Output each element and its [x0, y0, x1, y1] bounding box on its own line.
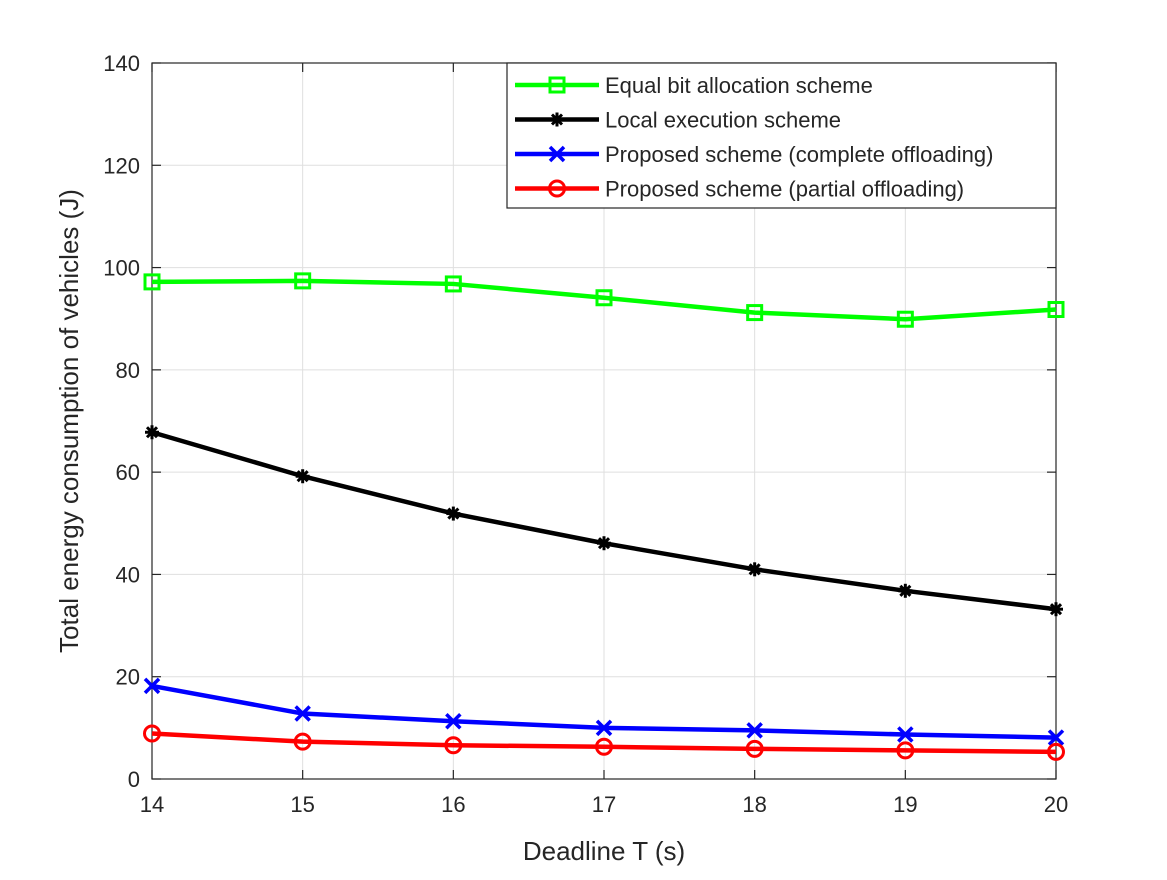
x-tick-label: 17	[592, 792, 616, 817]
data-point	[294, 705, 311, 722]
data-point	[446, 506, 461, 521]
y-tick-label: 140	[103, 51, 140, 76]
legend-item: Proposed scheme (complete offloading)	[515, 142, 993, 167]
marker-stroke	[897, 726, 914, 743]
data-point	[1047, 301, 1065, 319]
x-tick-label: 20	[1044, 792, 1068, 817]
data-point	[896, 310, 914, 328]
data-point	[445, 712, 462, 730]
legend-label: Equal bit allocation scheme	[605, 73, 873, 98]
legend-label: Proposed scheme (partial offloading)	[605, 177, 964, 202]
data-point	[143, 273, 161, 291]
legend-label: Local execution scheme	[605, 108, 841, 133]
legend-item: Equal bit allocation scheme	[515, 73, 873, 98]
legend-label: Proposed scheme (complete offloading)	[605, 142, 993, 167]
marker-stroke	[1047, 729, 1065, 746]
data-point	[745, 739, 764, 758]
marker-stroke	[447, 507, 460, 520]
marker-stroke	[548, 145, 566, 163]
data-point	[595, 289, 613, 307]
x-tick-label: 18	[742, 792, 766, 817]
legend-swatch-marker	[550, 112, 564, 127]
marker-stroke	[748, 563, 761, 576]
data-point	[747, 562, 762, 577]
marker-stroke	[445, 712, 462, 730]
y-tick-label: 60	[116, 460, 140, 485]
data-point	[1047, 742, 1065, 761]
marker-stroke	[899, 584, 912, 597]
series-3	[143, 724, 1065, 761]
marker-stroke	[550, 113, 564, 126]
data-point	[143, 724, 161, 743]
data-point	[295, 469, 310, 484]
y-tick-label: 0	[128, 767, 140, 792]
data-point	[294, 272, 312, 290]
data-point	[896, 741, 915, 760]
axis-labels: Deadline T (s) Total energy consumption …	[54, 189, 685, 866]
legend-item: Local execution scheme	[515, 108, 841, 133]
data-point	[1049, 602, 1063, 617]
data-point	[1047, 729, 1065, 746]
data-point	[597, 536, 611, 551]
series-2	[143, 677, 1065, 746]
legend-swatch-marker	[548, 179, 566, 198]
marker-stroke	[595, 719, 613, 737]
x-axis-title: Deadline T (s)	[523, 836, 685, 866]
legend-item: Proposed scheme (partial offloading)	[515, 177, 964, 202]
marker-stroke	[1049, 603, 1063, 616]
axes: 14 15 16 17 18 19 20 0 20 40 60 80 100 120 140	[103, 51, 1068, 817]
marker-stroke	[143, 677, 161, 695]
y-tick-label: 20	[116, 665, 140, 690]
series	[143, 272, 1065, 761]
series-1	[145, 425, 1063, 617]
marker-stroke	[597, 537, 611, 550]
data-point	[595, 719, 613, 737]
data-point	[746, 304, 764, 322]
data-point	[444, 275, 462, 293]
x-tick-label: 19	[893, 792, 917, 817]
marker-stroke	[746, 722, 763, 739]
marker-stroke	[145, 426, 159, 439]
legend: Equal bit allocation scheme Local executi…	[506, 62, 1057, 209]
data-point	[897, 726, 914, 743]
legend-swatch-marker	[548, 145, 566, 163]
marker-stroke	[294, 705, 311, 722]
y-tick-label: 100	[103, 256, 140, 281]
data-point	[898, 583, 913, 598]
y-tick-label: 40	[116, 562, 140, 587]
legend-swatch-marker	[548, 76, 566, 94]
data-point	[293, 732, 312, 751]
y-tick-label: 120	[103, 153, 140, 178]
data-point	[143, 677, 161, 695]
data-point	[746, 722, 763, 739]
marker-stroke	[296, 470, 309, 483]
x-tick-label: 16	[441, 792, 465, 817]
series-line	[151, 731, 1057, 755]
data-point	[444, 736, 463, 755]
series-0	[143, 272, 1065, 328]
x-tick-label: 15	[290, 792, 314, 817]
y-axis-title: Total energy consumption of vehicles (J)	[54, 189, 84, 653]
data-point	[145, 425, 159, 440]
series-line	[151, 278, 1057, 322]
x-tick-label: 14	[140, 792, 164, 817]
y-tick-label: 80	[116, 358, 140, 383]
data-point	[595, 737, 613, 756]
